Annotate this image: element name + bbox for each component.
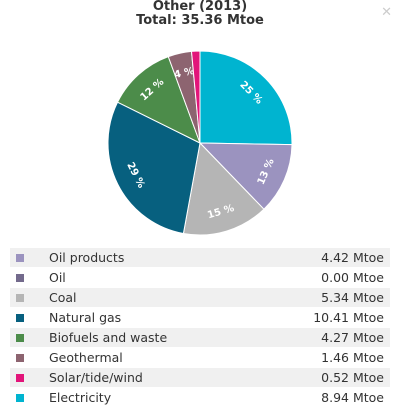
legend-value: 4.27 Mtoe — [321, 330, 384, 345]
chart-total: Total: 35.36 Mtoe — [136, 13, 264, 28]
legend-table: Oil products 4.42 Mtoe Oil 0.00 Mtoe Coal 5.3… — [10, 248, 390, 408]
chart-title: Other (2013) — [152, 0, 248, 14]
legend-swatch — [16, 313, 24, 322]
legend-row-oil-products[interactable]: Oil products 4.42 Mtoe — [10, 248, 390, 268]
pie-label-geothermal: 4 % — [173, 66, 195, 81]
legend-swatch — [16, 293, 24, 302]
legend-value: 5.34 Mtoe — [321, 290, 384, 305]
legend-label: Electricity — [49, 390, 112, 405]
legend-label: Solar/tide/wind — [49, 370, 143, 385]
legend-row-electricity[interactable]: Electricity 8.94 Mtoe — [10, 388, 390, 408]
legend-label: Natural gas — [49, 310, 122, 325]
legend-label: Oil products — [49, 250, 125, 265]
legend-value: 8.94 Mtoe — [321, 390, 384, 405]
legend-swatch — [16, 393, 24, 402]
legend-label: Oil — [49, 270, 66, 285]
pie-slice-biofuels-and-waste[interactable] — [116, 55, 201, 145]
legend-value: 4.42 Mtoe — [321, 250, 384, 265]
pie-slice-solar-tide-wind[interactable] — [190, 50, 201, 144]
legend-label: Biofuels and waste — [49, 330, 168, 345]
pie-slice-coal[interactable] — [182, 141, 265, 236]
popup-header: Other (2013) Total: 35.36 Mtoe — [0, 0, 400, 32]
legend-value: 0.52 Mtoe — [321, 370, 384, 385]
legend-value: 0.00 Mtoe — [321, 270, 384, 285]
legend-swatch — [16, 333, 24, 342]
legend-swatch — [16, 253, 24, 262]
legend-swatch — [16, 273, 24, 282]
legend-row-natural-gas[interactable]: Natural gas 10.41 Mtoe — [10, 308, 390, 328]
pie-slice-electricity[interactable] — [199, 50, 293, 146]
pie-chart-svg: 25 %13 %15 %29 %12 %4 % — [107, 50, 293, 236]
legend-swatch — [16, 373, 24, 382]
legend-row-solar-tide-wind[interactable]: Solar/tide/wind 0.52 Mtoe — [10, 368, 390, 388]
legend-row-geothermal[interactable]: Geothermal 1.46 Mtoe — [10, 348, 390, 368]
legend-row-biofuels-and-waste[interactable]: Biofuels and waste 4.27 Mtoe — [10, 328, 390, 348]
legend-row-coal[interactable]: Coal 5.34 Mtoe — [10, 288, 390, 308]
pie-slice-natural-gas[interactable] — [107, 101, 201, 235]
legend-value: 10.41 Mtoe — [313, 310, 384, 325]
pie-chart: 25 % 13 % 15 % 29 % 12 % 4 % — [0, 36, 400, 246]
close-icon[interactable]: ✕ — [381, 5, 392, 20]
pie-slice-oil-products[interactable] — [198, 142, 293, 210]
legend-label: Geothermal — [49, 350, 123, 365]
legend-swatch — [16, 353, 24, 362]
legend-label: Coal — [49, 290, 77, 305]
legend-value: 1.46 Mtoe — [321, 350, 384, 365]
legend-row-oil[interactable]: Oil 0.00 Mtoe — [10, 268, 390, 288]
